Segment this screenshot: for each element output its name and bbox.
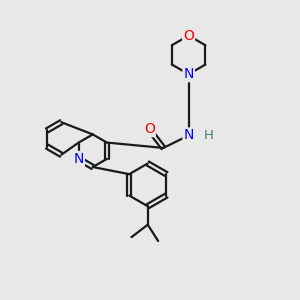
Text: H: H (203, 129, 213, 142)
Text: N: N (184, 67, 194, 81)
Text: O: O (144, 122, 155, 136)
Text: N: N (184, 128, 194, 142)
Text: O: O (183, 28, 194, 43)
Text: N: N (74, 152, 84, 166)
